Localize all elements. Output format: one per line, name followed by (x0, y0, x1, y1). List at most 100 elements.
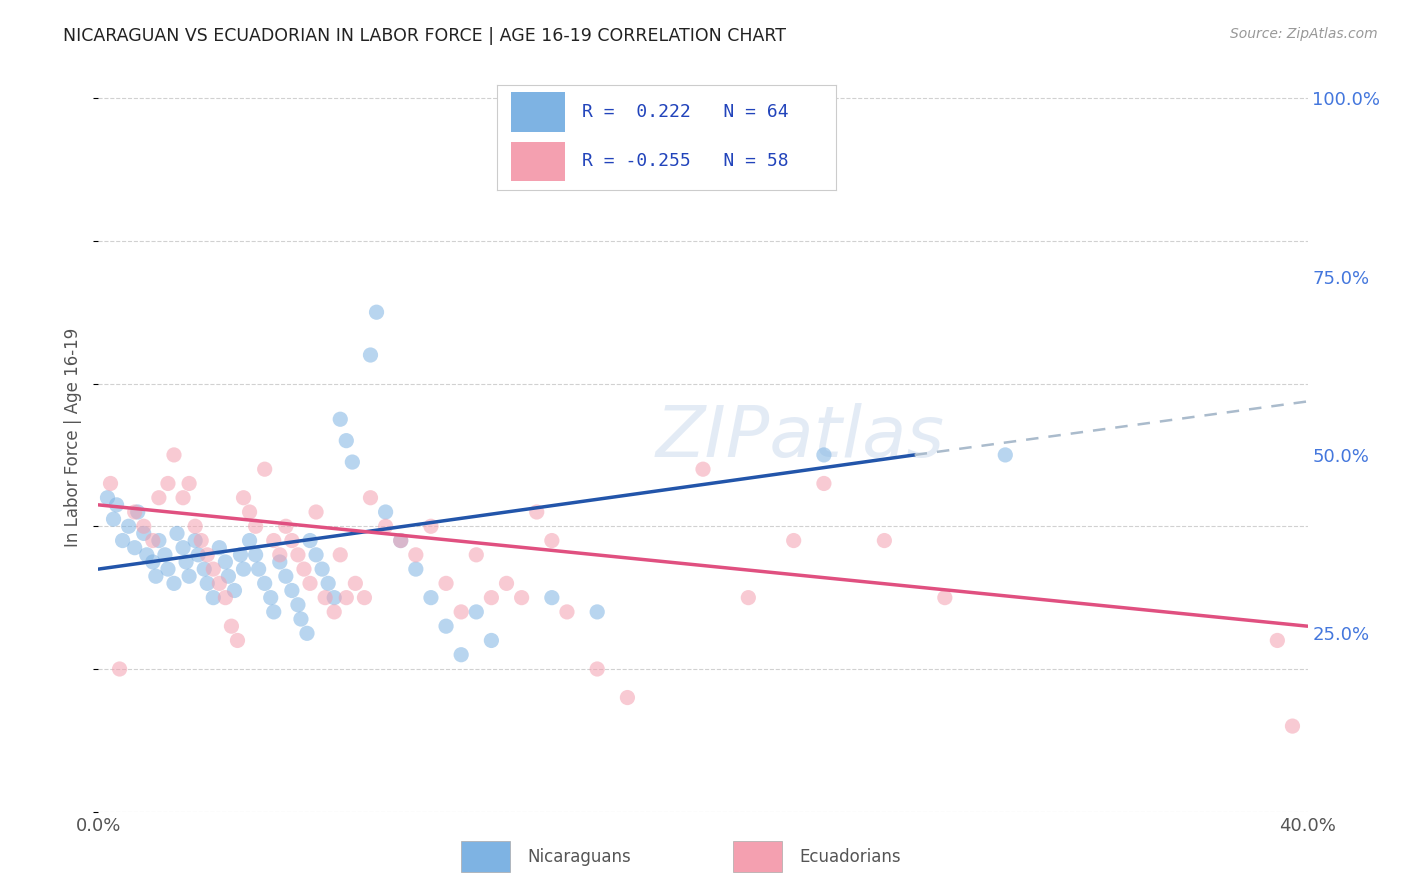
Point (96, 491, 118, 505)
Point (269, 548, 291, 562)
Point (184, 533, 207, 548)
Point (813, 476, 835, 491)
Point (692, 462, 714, 476)
Point (405, 548, 427, 562)
Point (103, 512, 125, 526)
Point (342, 455, 364, 469)
Point (329, 412, 352, 426)
Point (245, 519, 267, 533)
Point (172, 541, 194, 555)
Point (229, 548, 252, 562)
Point (163, 448, 186, 462)
Point (873, 533, 896, 548)
Point (420, 519, 443, 533)
Point (184, 519, 207, 533)
Point (481, 633, 503, 648)
Point (1267, 633, 1289, 648)
Point (526, 505, 548, 519)
Point (156, 476, 179, 491)
Point (323, 605, 346, 619)
Point (586, 662, 609, 676)
Point (260, 591, 283, 605)
Point (202, 591, 225, 605)
Point (481, 591, 503, 605)
Point (405, 562, 427, 576)
Point (540, 533, 562, 548)
Point (247, 562, 270, 576)
Point (465, 548, 488, 562)
Point (142, 533, 165, 548)
Point (108, 662, 131, 676)
Point (495, 576, 517, 591)
Point (616, 690, 638, 705)
Point (434, 576, 457, 591)
Point (224, 583, 246, 598)
Point (153, 548, 176, 562)
Point (195, 576, 218, 591)
Point (360, 348, 382, 362)
Point (163, 576, 186, 591)
Point (389, 533, 412, 548)
Point (434, 619, 457, 633)
Point (174, 555, 197, 569)
Point (994, 448, 1017, 462)
Point (145, 569, 167, 583)
Point (335, 434, 357, 448)
Point (290, 612, 312, 626)
Point (100, 476, 122, 491)
Point (232, 562, 254, 576)
Point (287, 598, 309, 612)
Point (540, 591, 562, 605)
Point (374, 519, 396, 533)
Point (311, 562, 333, 576)
Point (281, 533, 304, 548)
Point (239, 505, 262, 519)
Point (253, 576, 276, 591)
Point (389, 533, 412, 548)
Point (263, 605, 285, 619)
Point (132, 519, 155, 533)
Point (172, 491, 194, 505)
Point (335, 591, 357, 605)
Point (202, 562, 225, 576)
Point (105, 498, 128, 512)
Point (214, 555, 236, 569)
Point (295, 626, 318, 640)
Point (934, 591, 956, 605)
Point (353, 591, 375, 605)
Point (208, 541, 231, 555)
Point (783, 533, 806, 548)
Point (281, 583, 304, 598)
Point (245, 548, 267, 562)
Point (239, 533, 262, 548)
Point (124, 541, 146, 555)
Point (299, 533, 322, 548)
Point (226, 633, 249, 648)
Point (221, 619, 243, 633)
Point (214, 591, 236, 605)
Point (156, 562, 179, 576)
Point (292, 562, 315, 576)
Point (142, 555, 165, 569)
Point (287, 548, 309, 562)
Point (179, 476, 201, 491)
Point (135, 548, 157, 562)
Text: Source: ZipAtlas.com: Source: ZipAtlas.com (1230, 27, 1378, 41)
Point (124, 505, 146, 519)
Text: NICARAGUAN VS ECUADORIAN IN LABOR FORCE | AGE 16-19 CORRELATION CHART: NICARAGUAN VS ECUADORIAN IN LABOR FORCE … (63, 27, 786, 45)
Point (208, 576, 231, 591)
Point (314, 591, 336, 605)
Point (323, 591, 346, 605)
Point (737, 591, 759, 605)
Point (366, 305, 388, 319)
Point (344, 576, 367, 591)
Point (420, 591, 443, 605)
Point (450, 605, 472, 619)
Point (127, 505, 149, 519)
Point (1281, 719, 1303, 733)
Point (274, 519, 297, 533)
Point (166, 526, 188, 541)
Point (148, 533, 170, 548)
Point (274, 569, 297, 583)
Point (586, 605, 609, 619)
